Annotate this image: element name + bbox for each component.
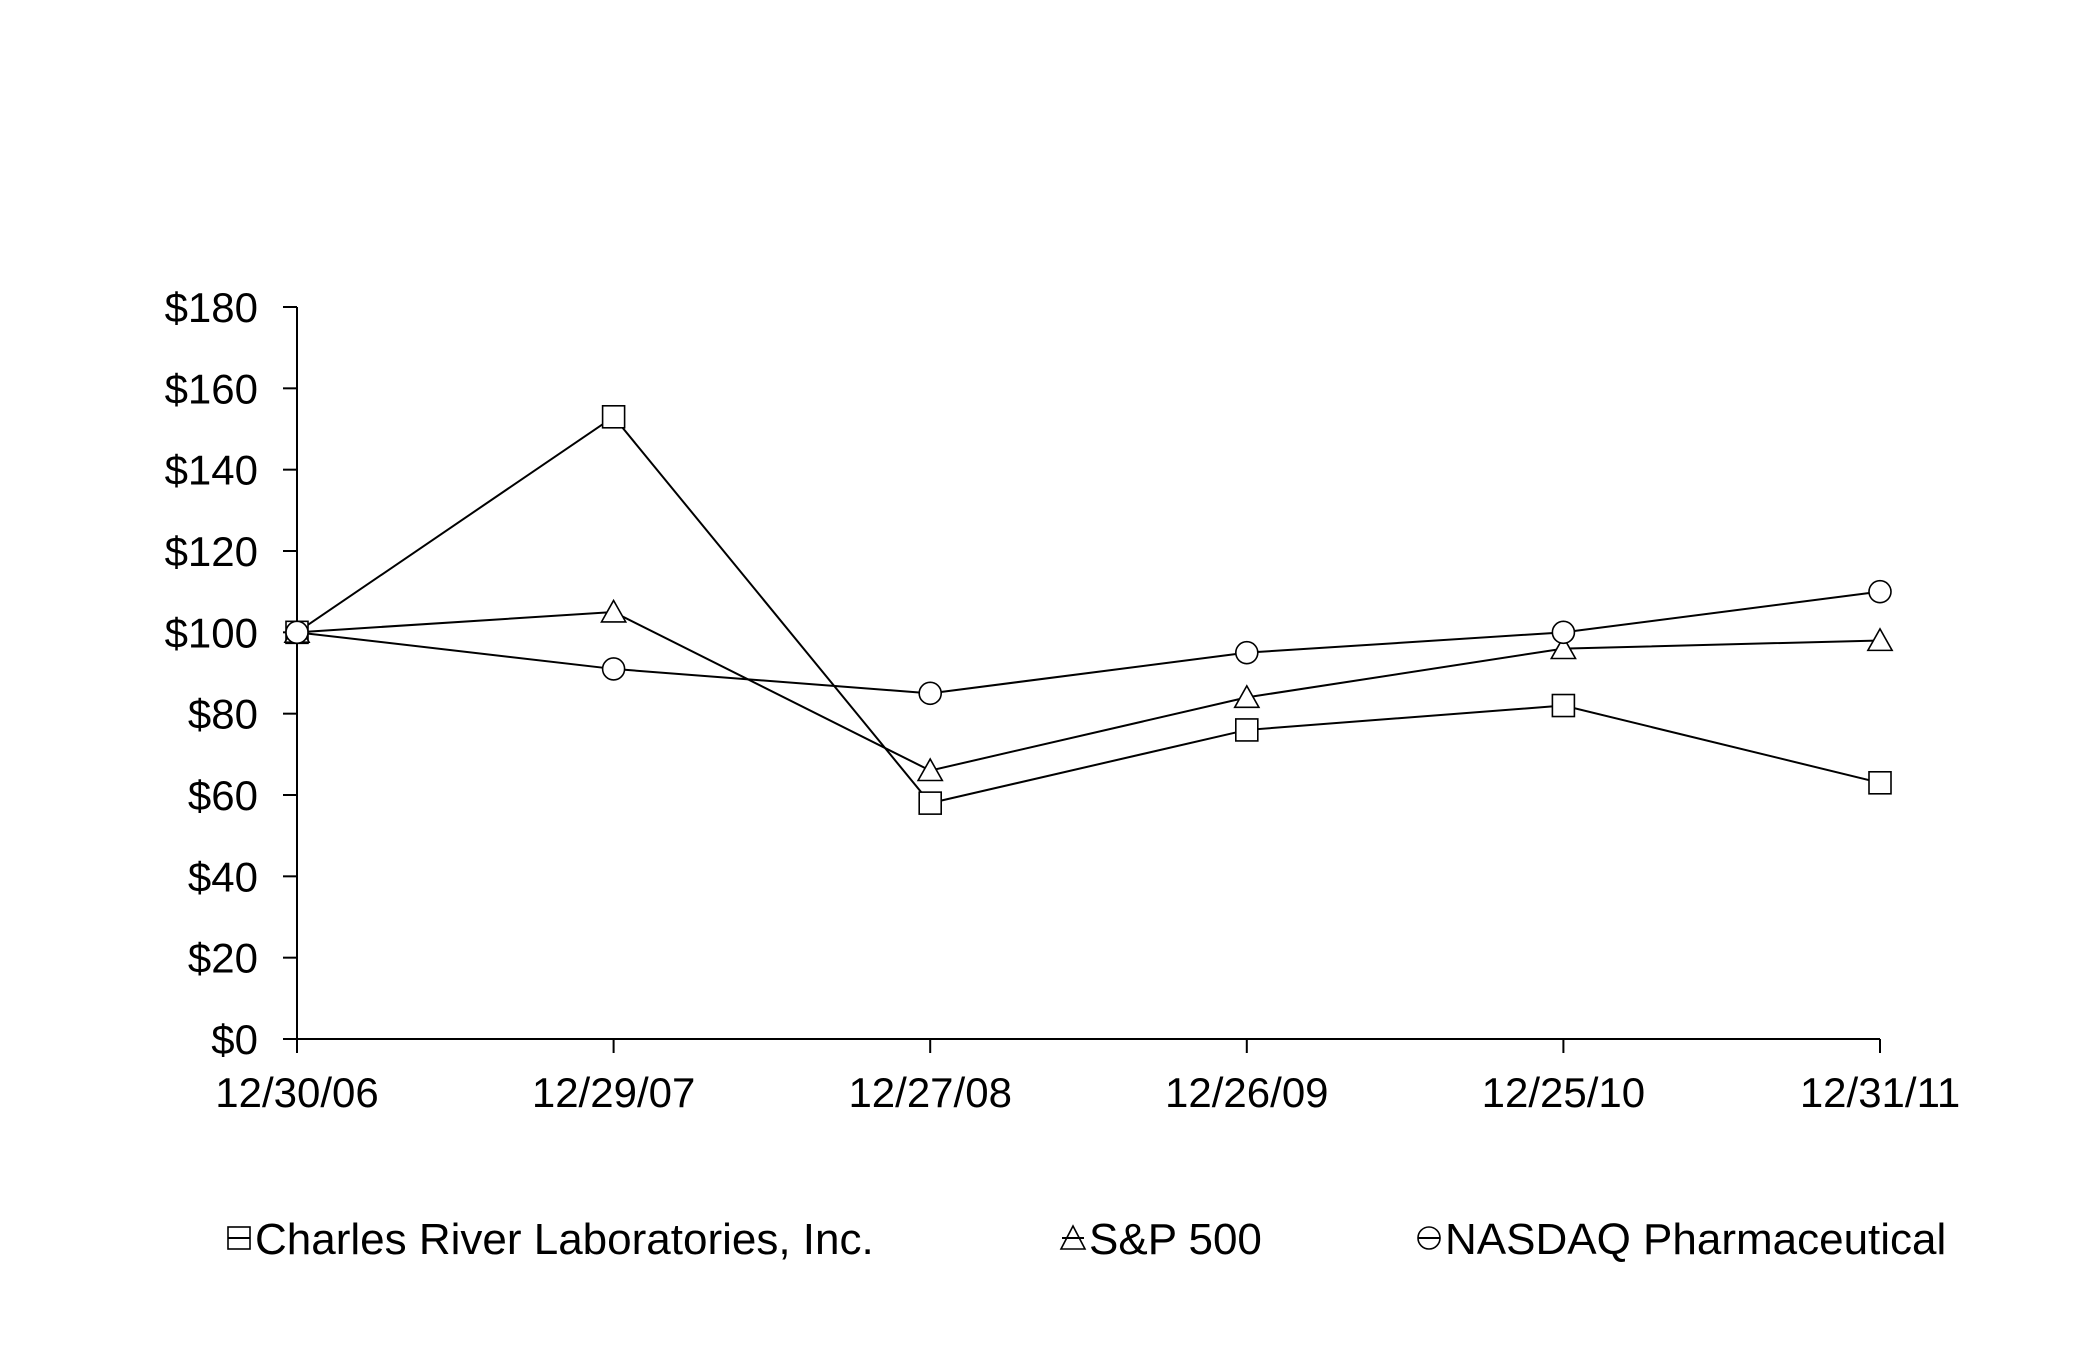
series-square bbox=[285, 404, 1892, 815]
y-tick-label: $120 bbox=[165, 528, 258, 575]
y-axis-ticks: $0 $20 $40 $60 $80 $100 $120 $140 $160 $180 bbox=[165, 284, 297, 1063]
data-point-square bbox=[601, 404, 626, 429]
y-tick-label: $40 bbox=[188, 853, 258, 900]
x-tick-label: 12/26/09 bbox=[1165, 1069, 1329, 1116]
series-layer bbox=[283, 404, 1894, 815]
x-tick-label: 12/31/11 bbox=[1800, 1069, 1960, 1116]
data-point-square bbox=[1551, 693, 1576, 718]
legend-item: S&P 500 bbox=[1059, 1215, 1262, 1264]
legend-item: NASDAQ Pharmaceutical bbox=[1417, 1215, 1946, 1264]
legend-label: NASDAQ Pharmaceutical bbox=[1445, 1215, 1946, 1264]
series-circle bbox=[285, 579, 1892, 706]
chart-axes bbox=[296, 307, 1880, 1040]
data-point-circle bbox=[285, 620, 309, 645]
data-point-circle bbox=[601, 657, 626, 681]
legend-label: Charles River Laboratories, Inc. bbox=[255, 1215, 874, 1264]
y-tick-label: $180 bbox=[165, 284, 258, 331]
legend: Charles River Laboratories, Inc. S&P 500 N… bbox=[227, 1215, 1946, 1264]
data-point-triangle bbox=[600, 598, 628, 623]
data-point-square bbox=[1868, 770, 1892, 795]
data-point-triangle bbox=[916, 757, 944, 782]
data-point-circle bbox=[918, 681, 943, 706]
data-point-circle bbox=[1868, 579, 1892, 604]
series-line bbox=[296, 610, 1881, 772]
legend-label: S&P 500 bbox=[1089, 1215, 1262, 1264]
series-triangle bbox=[283, 598, 1894, 782]
data-point-circle bbox=[1235, 640, 1259, 665]
data-point-triangle bbox=[1549, 635, 1577, 660]
y-tick-label: $80 bbox=[188, 691, 258, 738]
y-tick-label: $160 bbox=[165, 365, 258, 412]
y-tick-label: $0 bbox=[211, 1016, 258, 1063]
data-point-square bbox=[1235, 718, 1259, 742]
data-point-square bbox=[918, 791, 943, 815]
x-tick-label: 12/30/06 bbox=[215, 1069, 379, 1116]
y-tick-label: $60 bbox=[188, 772, 258, 819]
x-tick-label: 12/27/08 bbox=[848, 1069, 1012, 1116]
data-point-circle bbox=[1551, 620, 1576, 645]
x-tick-label: 12/29/07 bbox=[532, 1069, 696, 1116]
x-axis-ticks: 12/30/06 12/29/07 12/27/08 12/26/09 12/25/10… bbox=[215, 1039, 1960, 1116]
y-tick-label: $100 bbox=[165, 609, 258, 656]
legend-item: Charles River Laboratories, Inc. bbox=[227, 1215, 874, 1264]
x-tick-label: 12/25/10 bbox=[1482, 1069, 1646, 1116]
data-point-triangle bbox=[1233, 684, 1261, 709]
y-tick-label: $140 bbox=[165, 447, 258, 494]
y-tick-label: $20 bbox=[188, 935, 258, 982]
series-line bbox=[296, 415, 1881, 805]
series-line bbox=[296, 590, 1881, 695]
data-point-triangle bbox=[1866, 627, 1894, 652]
